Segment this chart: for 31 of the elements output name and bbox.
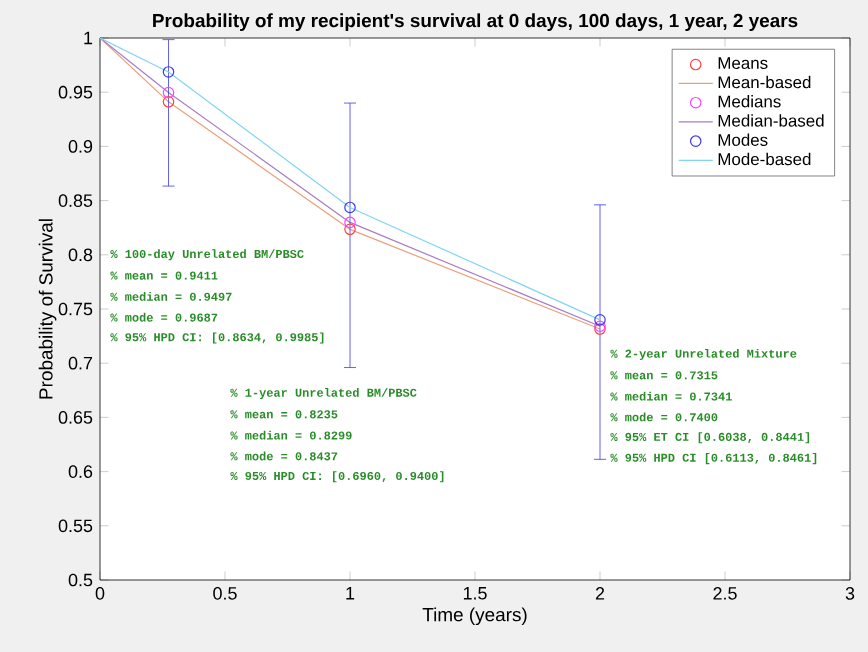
legend-label: Mode-based [718,152,811,166]
y-tick-label: 0.5 [68,573,93,587]
x-tick-label: 3 [845,587,855,600]
chart-title: Probability of my recipient's survival at 0 days, 100 days, 1 year, 2 years [153,13,798,32]
x-tick-label: 1.5 [463,587,487,600]
y-tick-label: 0.9 [68,140,93,153]
y-tick-label: 0.6 [68,465,93,478]
x-tick-label: 0.5 [213,587,237,600]
y-tick-label: 0.65 [58,411,93,424]
y-axis-title: Probability of Survival [38,219,57,399]
legend-label: Means [718,57,768,70]
point [344,216,356,229]
y-tick-label: 0.55 [58,519,93,533]
x-axis-title: Time (years) [422,607,527,626]
legend-label: Medians [718,95,781,108]
point [162,96,175,108]
y-tick-label: 0.85 [58,194,93,207]
x-tick-label: 0 [95,587,105,600]
y-tick-label: 0.75 [58,302,93,316]
y-tick-label: 0.95 [58,85,93,99]
y-tick-label: 1 [84,31,93,45]
legend-label: Mean-based [718,75,811,89]
legend-label: Modes [718,133,768,146]
point [162,86,175,99]
legend-label: Median-based [718,114,824,127]
x-tick-label: 2 [595,587,605,600]
y-tick-label: 0.7 [68,356,93,370]
y-tick-label: 0.8 [68,248,93,262]
point [344,223,356,236]
x-tick-label: 2.5 [713,587,737,600]
x-tick-label: 1 [346,587,355,600]
